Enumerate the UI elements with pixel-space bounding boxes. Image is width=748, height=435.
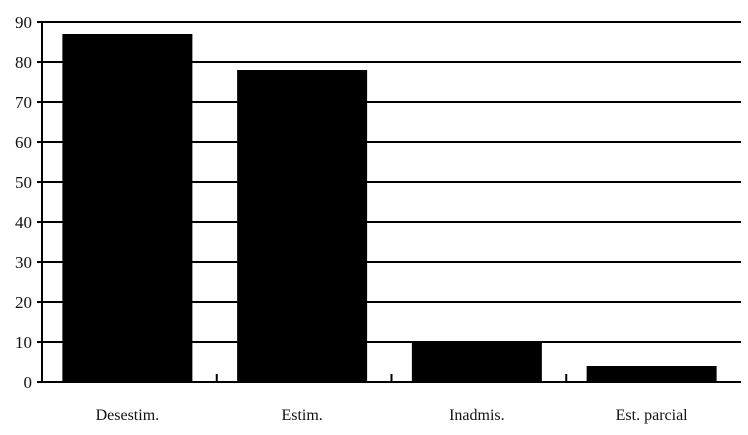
y-tick-label: 30 <box>15 253 32 272</box>
bar-desestim <box>62 34 193 382</box>
y-tick-label: 40 <box>15 213 32 232</box>
y-tick-label: 80 <box>15 53 32 72</box>
bar-est-parcial <box>586 366 717 382</box>
tick-labels: 0 10 20 30 40 50 60 70 80 90 Desestim. Estim. Inadmi… <box>15 13 688 424</box>
x-tick-label: Estim. <box>281 407 322 424</box>
y-tick-label: 70 <box>15 93 32 112</box>
axes <box>37 21 741 383</box>
bars <box>62 34 717 382</box>
bar-estim <box>237 70 368 382</box>
x-tick-label: Desestim. <box>96 407 160 424</box>
x-tick-label: Inadmis. <box>449 407 505 424</box>
y-tick-label: 20 <box>15 293 32 312</box>
bar-inadmis <box>411 342 542 382</box>
y-tick-label: 50 <box>15 173 32 192</box>
y-tick-label: 60 <box>15 133 32 152</box>
y-tick-label: 0 <box>24 373 33 392</box>
x-tick-label: Est. parcial <box>616 407 689 424</box>
y-tick-label: 90 <box>15 13 32 32</box>
y-tick-label: 10 <box>15 333 32 352</box>
